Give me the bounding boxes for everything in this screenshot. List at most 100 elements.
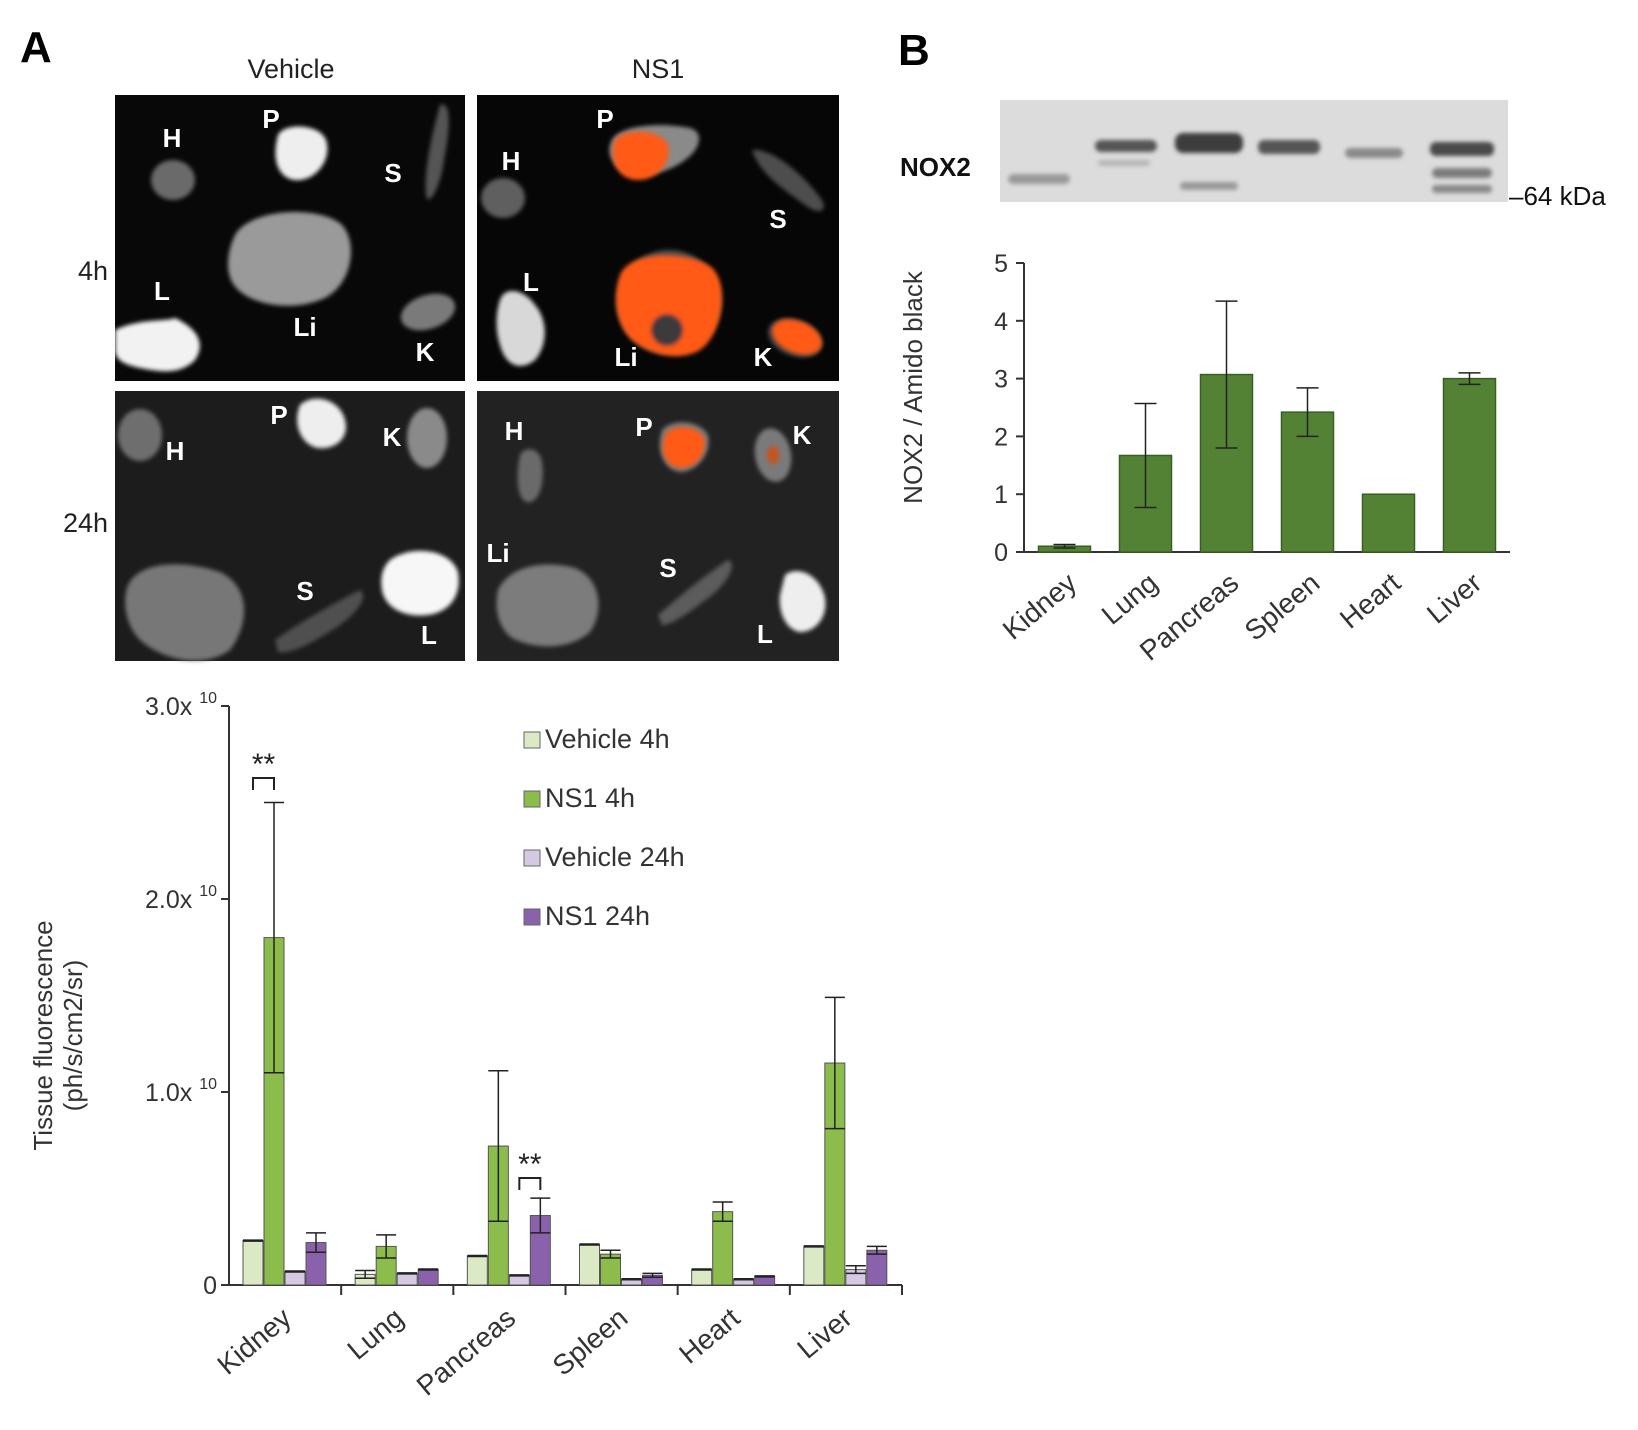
organ-label: Li — [614, 342, 637, 372]
legend-label: Vehicle 4h — [545, 724, 670, 754]
organ-heart-shape — [517, 449, 543, 503]
organ-kidney-shape — [407, 408, 447, 468]
panel-letter-b: B — [898, 26, 930, 75]
y-tick-label: 4 — [994, 308, 1008, 336]
liver-dark-core — [651, 314, 683, 346]
x-tick-label: Lung — [341, 1302, 409, 1366]
organ-spleen-shape — [425, 104, 449, 200]
x-tick-label: Liver — [1421, 567, 1487, 630]
x-tick-label: Pancreas — [411, 1302, 522, 1402]
organ-lung-shape — [496, 290, 545, 366]
x-tick-label: Kidney — [997, 567, 1083, 646]
y-tick-label: 2 — [994, 423, 1008, 451]
bar — [691, 1269, 713, 1286]
blot-band — [1098, 160, 1150, 166]
blot-band — [1258, 140, 1320, 154]
organ-label: K — [793, 420, 812, 450]
bar — [754, 1275, 776, 1286]
western-blot — [1000, 100, 1508, 202]
image-vehicle-4h: H P S L Li K — [115, 95, 465, 381]
organ-heart-shape — [118, 409, 162, 461]
y-axis-title: Tissue fluorescence — [28, 920, 58, 1150]
row-label-4h: 4h — [78, 256, 108, 286]
significance-label: ** — [252, 748, 276, 781]
y-tick-label: 1 — [994, 481, 1008, 509]
organ-lung-shape — [779, 571, 826, 632]
legend-label: NS1 4h — [545, 783, 635, 813]
organ-label: L — [523, 267, 539, 297]
bar — [803, 1245, 825, 1286]
tissue-fluorescence-chart: 0 1.0x 10 2.0x 10 3.0x 10 Tissue fluorescenc… — [28, 690, 903, 1402]
bar — [466, 1255, 488, 1286]
blot-band — [1432, 168, 1492, 178]
blot-marker: –64 kDa — [1509, 181, 1606, 211]
organ-label: H — [502, 146, 521, 176]
legend-swatch — [523, 790, 541, 808]
organ-heart-shape — [151, 160, 195, 200]
panel-letter-a: A — [20, 23, 52, 72]
organ-label: P — [262, 104, 279, 134]
organ-label: Li — [293, 312, 316, 342]
organ-label: K — [383, 422, 402, 452]
organ-label: H — [505, 416, 524, 446]
x-tick-label: Lung — [1096, 567, 1164, 631]
organ-liver-shape — [125, 564, 245, 661]
organ-label: L — [757, 619, 773, 649]
ns1-signal-pancreas — [662, 427, 705, 468]
y-tick-label: 3 — [994, 366, 1008, 394]
blot-band — [1432, 185, 1492, 193]
row-label-24h: 24h — [63, 508, 108, 538]
column-label-ns1: NS1 — [632, 54, 685, 84]
organ-liver-shape — [496, 564, 599, 647]
y-tick-label: 3.0x 10 — [145, 690, 217, 721]
organ-pancreas-shape — [275, 126, 328, 181]
organ-label: P — [270, 400, 287, 430]
significance-label: ** — [518, 1148, 542, 1181]
bar — [600, 1253, 621, 1286]
image-ns1-4h: P H S L Li K — [477, 95, 839, 381]
bar — [1442, 377, 1497, 553]
organ-label: P — [635, 412, 652, 442]
organ-lung-shape — [115, 318, 200, 372]
blot-band — [1345, 148, 1403, 158]
significance-bracket — [518, 1177, 542, 1190]
x-tick-label: Heart — [1334, 567, 1407, 635]
organ-pancreas-shape — [297, 398, 346, 449]
organ-label: S — [384, 158, 401, 188]
significance-bracket — [252, 777, 275, 790]
ns1-signal-liver — [616, 255, 722, 357]
legend-swatch — [523, 849, 541, 867]
organ-label: L — [154, 276, 170, 306]
y-tick-label: 2.0x 10 — [145, 883, 217, 914]
bar — [712, 1211, 734, 1286]
x-tick-label: Spleen — [1239, 567, 1326, 647]
bar — [396, 1272, 418, 1286]
organ-label: K — [416, 337, 435, 367]
organ-lung-shape — [381, 550, 459, 616]
organ-label: S — [769, 204, 786, 234]
bar — [579, 1243, 600, 1286]
x-tick-label: Spleen — [547, 1302, 634, 1382]
organ-spleen-shape — [275, 590, 364, 653]
bar — [417, 1269, 439, 1286]
organ-label: Li — [486, 538, 509, 568]
legend-label: Vehicle 24h — [545, 842, 685, 872]
bar — [242, 1240, 264, 1286]
bar — [284, 1270, 306, 1286]
image-ns1-24h: H P K Li S L — [477, 391, 839, 661]
organ-spleen-shape — [752, 149, 824, 212]
organ-liver-shape — [228, 212, 351, 306]
organ-label: K — [754, 342, 773, 372]
y-tick-label: 5 — [994, 250, 1008, 278]
ns1-signal-pancreas — [612, 131, 669, 180]
legend-swatch — [523, 731, 541, 749]
legend-label: NS1 24h — [545, 901, 650, 931]
column-label-vehicle: Vehicle — [247, 54, 334, 84]
y-tick-label: 0 — [994, 539, 1008, 567]
x-tick-label: Liver — [791, 1302, 857, 1365]
organ-label: S — [296, 576, 313, 606]
image-vehicle-24h: P H K S L — [115, 391, 465, 661]
blot-band — [1175, 133, 1243, 153]
